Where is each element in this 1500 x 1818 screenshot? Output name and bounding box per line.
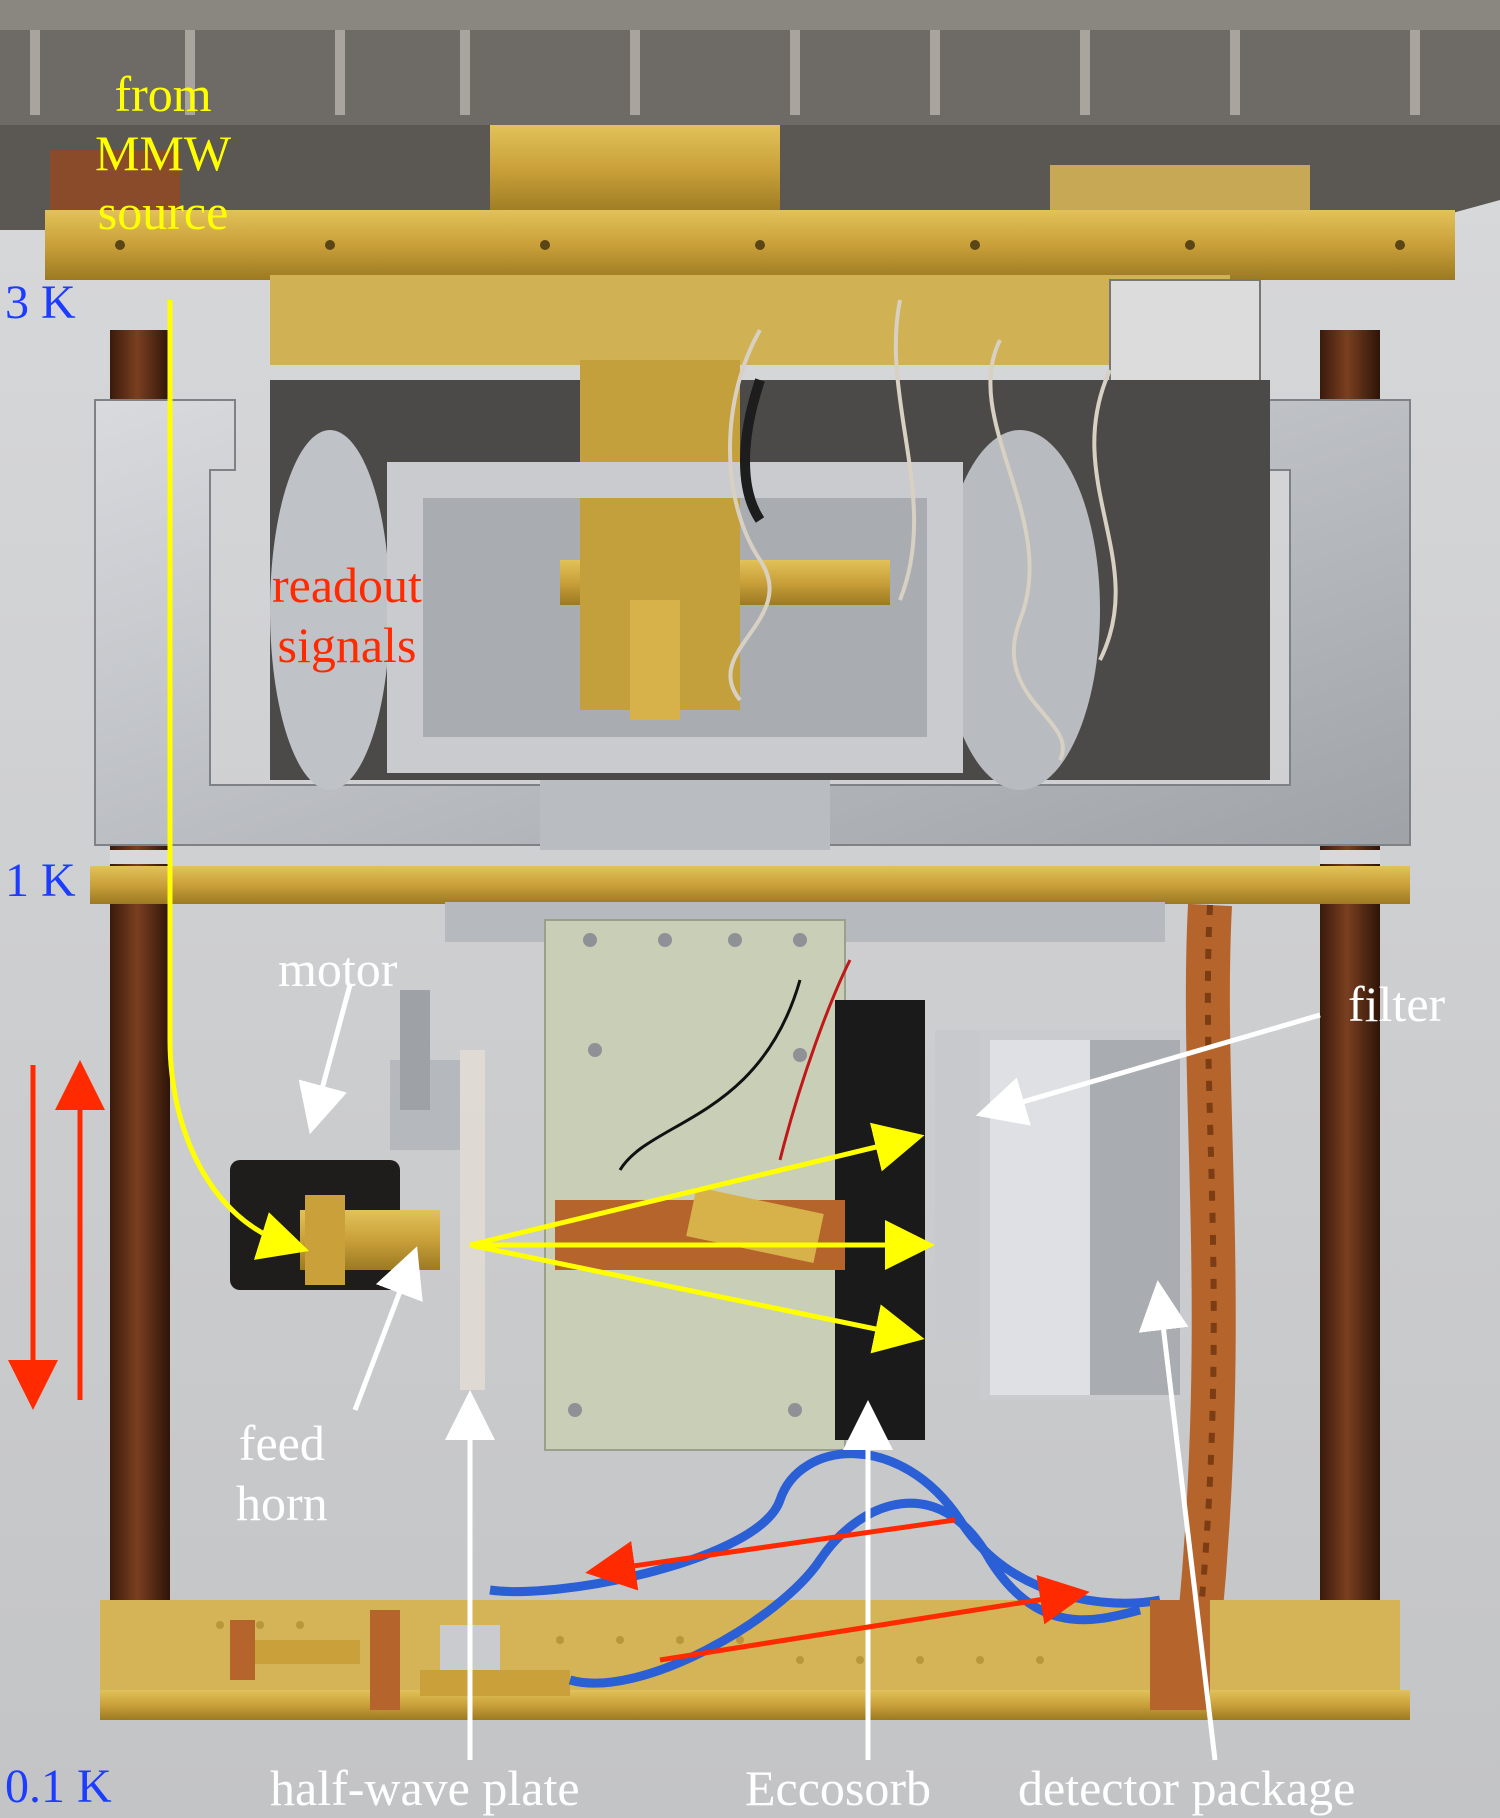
- temperature-0-1k: 0.1 K: [5, 1760, 112, 1813]
- gold-plate-3k: [45, 210, 1455, 280]
- filter-label: filter: [1348, 976, 1446, 1032]
- temperature-3k: 3 K: [5, 276, 76, 329]
- feed-horn-label: feed horn: [236, 1415, 328, 1531]
- feed-horn-arrow: [352, 1246, 423, 1411]
- readout-arrows: [585, 1517, 1090, 1663]
- detector-package-label: detector package: [1018, 1760, 1356, 1816]
- motor-arrow: [298, 984, 353, 1135]
- gold-plate-1k: [90, 866, 1410, 904]
- eccosorb-box: [544, 919, 846, 1451]
- half-wave-plate: [460, 1050, 485, 1390]
- eccosorb-label: Eccosorb: [745, 1760, 932, 1816]
- motion-arrows: [8, 1060, 105, 1410]
- temperature-1k: 1 K: [5, 854, 76, 907]
- top-screws: [30, 30, 1420, 115]
- source-label: from MMW source: [95, 66, 232, 240]
- motor-label: motor: [278, 941, 398, 997]
- pointer-arrows: [298, 984, 1321, 1761]
- readout-label: readout signals: [272, 557, 422, 673]
- aluminum-frame: [94, 399, 1411, 846]
- half-wave-plate-label: half-wave plate: [270, 1760, 580, 1816]
- filter-arrow: [975, 1012, 1321, 1126]
- source-path-arrow: [167, 300, 310, 1260]
- detector-package-arrow: [1138, 1280, 1218, 1761]
- beam-arrows: [469, 1122, 935, 1354]
